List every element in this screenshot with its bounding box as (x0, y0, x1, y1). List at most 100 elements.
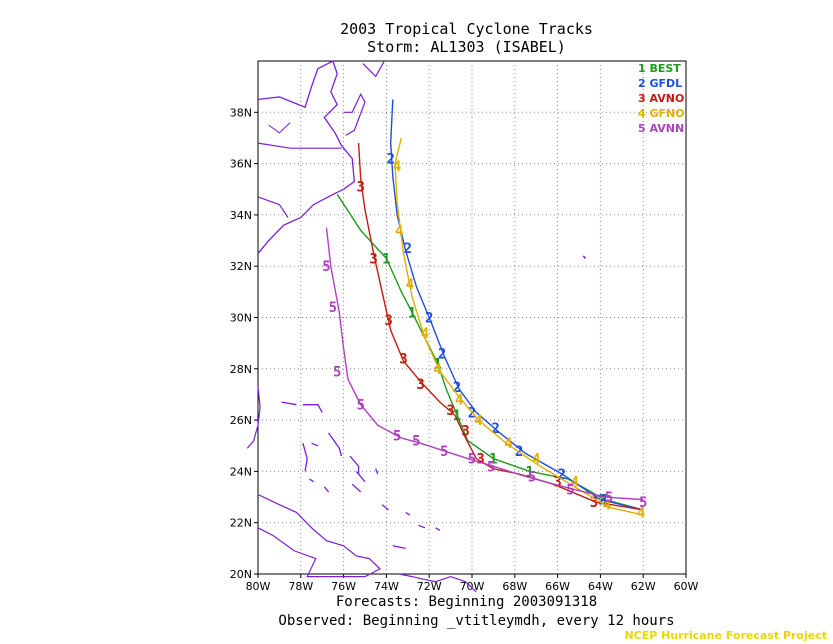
track-marker-gfdl: 2 (453, 380, 461, 396)
y-tick-label: 30N (230, 312, 252, 325)
track-marker-gfno: 4 (406, 277, 414, 293)
track-marker-avnn: 5 (357, 398, 365, 414)
state-border-va-nc (257, 142, 342, 149)
track-marker-gfdl: 2 (425, 311, 433, 327)
hispaniola-coast (399, 573, 477, 593)
bermuda (582, 255, 586, 259)
title-line-1: 2003 Tropical Cyclone Tracks (340, 20, 593, 38)
track-gfdl (389, 99, 644, 511)
track-best (336, 194, 644, 511)
x-tick-label: 74W (374, 580, 399, 593)
x-tick-label: 64W (588, 580, 613, 593)
y-tick-label: 38N (230, 106, 252, 119)
state-border-nc-sc (257, 196, 289, 218)
bahamas-island (392, 545, 406, 550)
track-marker-gfno: 4 (474, 413, 482, 429)
track-marker-gfdl: 2 (491, 421, 499, 437)
credit-label: NCEP Hurricane Forecast Project (624, 629, 827, 642)
track-marker-best: 1 (453, 408, 461, 424)
x-tick-label: 62W (631, 580, 656, 593)
track-marker-avno: 3 (553, 475, 561, 491)
track-marker-gfno: 4 (571, 475, 579, 491)
track-marker-avno: 3 (446, 403, 454, 419)
track-marker-avno: 3 (369, 252, 377, 268)
bahamas-island (355, 470, 366, 483)
track-marker-gfdl: 2 (404, 241, 412, 257)
track-marker-avnn: 5 (333, 364, 341, 380)
x-tick-label: 70W (460, 580, 485, 593)
track-marker-gfno: 4 (504, 436, 512, 452)
bahamas-island (405, 511, 411, 516)
track-marker-best: 1 (489, 452, 497, 468)
track-marker-avnn: 5 (605, 490, 613, 506)
bahamas-island (375, 468, 379, 475)
x-tick-label: 72W (417, 580, 442, 593)
x-tick-label: 80W (246, 580, 271, 593)
track-marker-avno: 3 (476, 452, 484, 468)
x-tick-label: 78W (288, 580, 313, 593)
track-marker-best: 1 (408, 305, 416, 321)
bahamas-island (302, 443, 308, 472)
track-marker-avnn: 5 (393, 428, 401, 444)
bahamas-island (323, 486, 330, 493)
bahamas-island (311, 442, 319, 447)
track-marker-best: 1 (382, 252, 390, 268)
y-tick-label: 26N (230, 414, 252, 427)
bahamas-island (281, 401, 297, 406)
bahamas-island (351, 483, 362, 493)
track-marker-gfno: 4 (421, 326, 429, 342)
x-tick-label: 66W (545, 580, 570, 593)
chart-title: 2003 Tropical Cyclone Tracks Storm: AL13… (50, 20, 833, 56)
track-marker-avno: 3 (399, 352, 407, 368)
track-marker-avnn: 5 (412, 434, 420, 450)
x-tick-label: 76W (331, 580, 356, 593)
bahamas-island (349, 455, 360, 474)
track-marker-avno: 3 (384, 313, 392, 329)
track-marker-gfdl: 2 (438, 346, 446, 362)
track-marker-avno: 3 (461, 423, 469, 439)
us-coastline (257, 60, 355, 254)
y-tick-label: 22N (230, 517, 252, 530)
track-marker-gfno: 4 (637, 505, 645, 521)
title-line-2: Storm: AL1303 (ISABEL) (367, 38, 566, 56)
bahamas-island (435, 527, 441, 531)
x-tick-label: 60W (674, 580, 699, 593)
y-tick-label: 32N (230, 260, 252, 273)
legend-entry-gfdl: 2 GFDL (638, 77, 682, 90)
observed-caption: Observed: Beginning _vtitleymdh, every 1… (278, 613, 675, 629)
track-marker-avnn: 5 (487, 459, 495, 475)
track-marker-avnn: 5 (528, 470, 536, 486)
bahamas-island (418, 524, 426, 529)
track-marker-best: 1 (526, 464, 534, 480)
track-marker-gfno: 4 (395, 223, 403, 239)
track-marker-avno: 3 (416, 377, 424, 393)
track-marker-gfno: 4 (455, 393, 463, 409)
bahamas-island (309, 478, 314, 483)
inland-border (268, 122, 291, 134)
delmarva-coast (343, 92, 366, 136)
track-marker-gfno: 4 (393, 159, 401, 175)
track-marker-avnn: 5 (329, 300, 337, 316)
bahamas-island (381, 504, 389, 511)
bahamas-island (328, 432, 343, 457)
x-tick-label: 68W (502, 580, 527, 593)
track-marker-gfno: 4 (532, 452, 540, 468)
track-marker-gfdl: 2 (598, 493, 606, 509)
track-marker-avnn: 5 (322, 259, 330, 275)
track-gfno (394, 137, 644, 516)
track-marker-avno: 3 (357, 180, 365, 196)
track-marker-best: 1 (434, 357, 442, 373)
track-marker-gfdl: 2 (386, 151, 394, 167)
y-tick-label: 20N (230, 568, 252, 581)
cuba-outline (257, 493, 382, 578)
track-marker-avnn: 5 (440, 444, 448, 460)
track-marker-avnn: 5 (468, 452, 476, 468)
track-marker-gfno: 4 (603, 498, 611, 514)
legend-entry-avnn: 5 AVNN (638, 122, 684, 135)
track-marker-avnn: 5 (566, 482, 574, 498)
track-avno (357, 143, 644, 511)
forecasts-caption: Forecasts: Beginning 2003091318 (335, 594, 598, 610)
track-marker-avno: 3 (590, 495, 598, 511)
track-avnn (325, 227, 644, 501)
